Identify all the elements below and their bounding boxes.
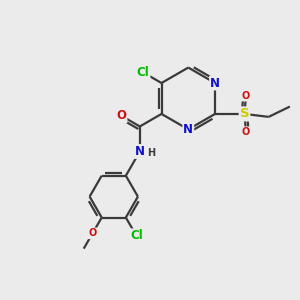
Text: N: N [135,145,145,158]
Text: N: N [210,76,220,89]
Text: O: O [116,109,127,122]
Text: H: H [147,148,155,158]
Text: Cl: Cl [137,66,149,79]
Text: N: N [183,123,193,136]
Text: O: O [242,127,250,137]
Text: Cl: Cl [130,230,143,242]
Text: O: O [88,228,97,238]
Text: O: O [242,91,250,101]
Text: S: S [240,107,249,120]
